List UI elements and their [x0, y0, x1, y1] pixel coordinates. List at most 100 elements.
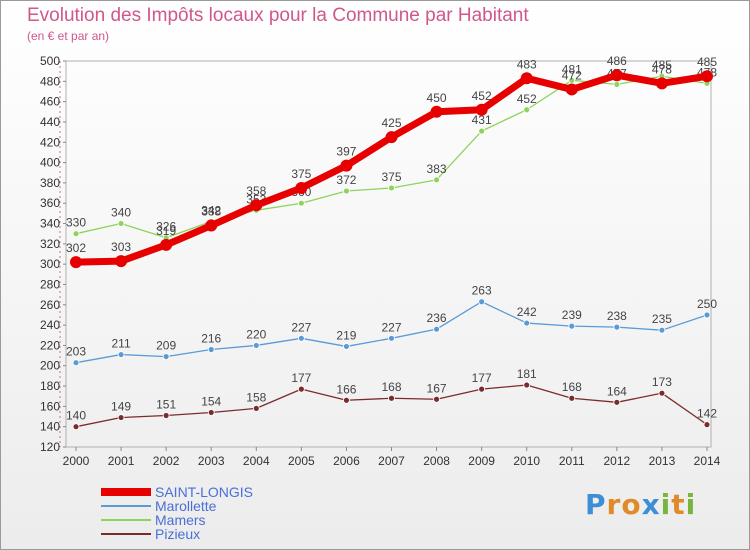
chart-subtitle: (en € et par an) — [27, 29, 110, 43]
legend-swatch — [101, 488, 151, 496]
series-point — [250, 199, 263, 212]
y-tick-label: 360 — [40, 196, 60, 210]
proxiti-logo: Proxiti — [585, 488, 697, 521]
legend-swatch — [101, 519, 151, 521]
legend-label: Marollette — [155, 498, 217, 514]
y-tick-label: 160 — [40, 399, 60, 413]
data-label: 209 — [156, 339, 176, 353]
series-point — [433, 176, 440, 184]
y-tick-label: 260 — [40, 298, 60, 312]
legend-swatch — [101, 505, 151, 507]
data-label: 140 — [66, 409, 86, 423]
x-tick-label: 2001 — [108, 454, 135, 468]
series-point — [388, 394, 395, 402]
legend-item: Pizieux — [101, 527, 253, 541]
series-point — [117, 220, 125, 227]
series-point — [655, 77, 668, 90]
data-label: 235 — [652, 312, 672, 326]
series-point — [433, 325, 440, 333]
data-label: 167 — [427, 381, 447, 395]
series-point — [72, 230, 80, 238]
data-label: 483 — [517, 57, 537, 71]
data-label: 250 — [697, 297, 717, 311]
x-tick-label: 2004 — [243, 454, 270, 468]
y-tick-label: 280 — [40, 277, 60, 291]
x-tick-label: 2003 — [198, 454, 225, 468]
series-point — [430, 105, 443, 118]
x-tick-label: 2009 — [468, 454, 495, 468]
y-tick-label: 420 — [40, 135, 60, 149]
x-tick-label: 2005 — [288, 454, 315, 468]
data-label: 431 — [472, 113, 492, 127]
series-line — [75, 75, 708, 239]
series-point — [343, 343, 350, 350]
data-label: 151 — [156, 398, 176, 412]
y-tick-label: 480 — [40, 74, 60, 88]
x-tick-label: 2007 — [378, 454, 405, 468]
legend-item: Marollette — [101, 499, 253, 513]
data-label: 485 — [697, 55, 717, 69]
data-label: 486 — [607, 54, 627, 68]
y-tick-label: 240 — [40, 318, 60, 332]
series-point — [520, 72, 533, 85]
chart-legend: SAINT-LONGIS Marollette Mamers Pizieux — [101, 485, 253, 541]
x-tick-label: 2000 — [63, 454, 90, 468]
y-tick-label: 120 — [40, 440, 60, 454]
series-point — [343, 396, 350, 404]
data-label: 425 — [381, 116, 401, 130]
y-tick-label: 220 — [40, 338, 60, 352]
data-label: 330 — [66, 216, 86, 230]
data-label: 478 — [652, 62, 672, 76]
series-point — [295, 181, 308, 194]
data-label: 338 — [201, 205, 221, 219]
series-point — [207, 346, 215, 353]
data-label: 340 — [111, 206, 131, 220]
series-point — [207, 409, 215, 416]
data-label: 326 — [156, 220, 176, 234]
series-point — [568, 76, 576, 84]
data-label: 485 — [652, 58, 672, 72]
data-label: 342 — [201, 203, 221, 217]
data-label: 173 — [652, 375, 672, 389]
legend-label: Pizieux — [155, 526, 201, 542]
series-point — [478, 385, 486, 393]
series-point — [297, 334, 305, 342]
chart-title: Evolution des Impôts locaux pour la Comm… — [27, 5, 529, 26]
y-tick-label: 320 — [40, 237, 60, 251]
y-tick-label: 340 — [40, 217, 60, 231]
series-point — [523, 319, 531, 327]
x-tick-label: 2011 — [559, 454, 585, 468]
data-label: 452 — [517, 92, 537, 106]
legend-label: SAINT-LONGIS — [155, 484, 254, 500]
series-point — [613, 398, 621, 406]
data-label: 220 — [246, 327, 266, 341]
data-label: 319 — [156, 224, 176, 238]
data-label: 203 — [66, 345, 86, 359]
data-label: 236 — [427, 311, 447, 325]
data-label: 302 — [66, 241, 86, 255]
series-point — [343, 187, 350, 195]
data-label: 149 — [111, 400, 131, 414]
y-tick-label: 400 — [40, 156, 60, 170]
series-point — [613, 323, 621, 331]
series-point — [252, 404, 260, 412]
data-label: 481 — [562, 62, 582, 76]
data-label: 375 — [291, 167, 311, 181]
x-tick-label: 2006 — [333, 454, 360, 468]
series-point — [385, 131, 398, 144]
data-label: 142 — [697, 407, 717, 421]
x-tick-label: 2002 — [153, 454, 180, 468]
series-point — [388, 334, 395, 342]
series-point — [117, 414, 125, 421]
series-point — [115, 255, 128, 268]
data-label: 177 — [291, 371, 311, 385]
data-label: 372 — [336, 173, 356, 187]
series-point — [433, 395, 440, 403]
data-label: 375 — [381, 170, 401, 184]
series-point — [523, 381, 531, 389]
data-label: 154 — [201, 394, 221, 408]
legend-item: SAINT-LONGIS — [101, 485, 253, 499]
data-label: 397 — [336, 145, 356, 159]
x-tick-label: 2010 — [513, 454, 540, 468]
